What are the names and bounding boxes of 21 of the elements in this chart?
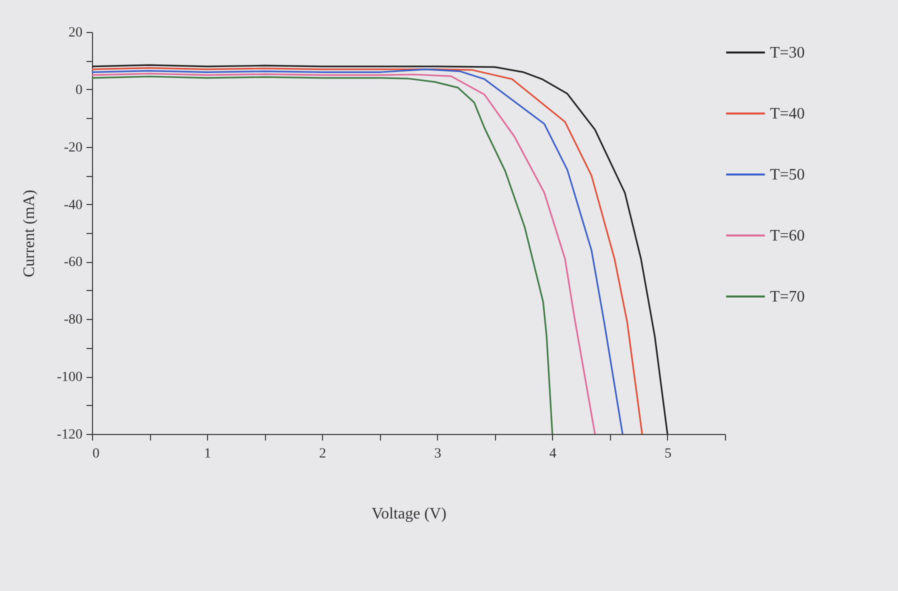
x-axis-title: Voltage (V) [372,506,446,522]
y-tick-label: -100 [56,370,82,386]
y-tick-label: -60 [64,255,82,270]
x-tick-label: 0 [92,446,100,462]
legend-label: T=60 [770,228,805,244]
legend-label: T=70 [770,288,805,306]
x-tick-label: 5 [664,446,672,462]
y-tick-label: -40 [64,198,82,213]
legend-label: T=40 [770,106,805,122]
x-tick-label: 3 [434,446,442,462]
y-axis-title: Current (mA) [20,190,38,278]
y-tick-label: -120 [56,428,82,442]
legend-label: T=50 [770,166,805,184]
legend-label: T=30 [770,44,805,62]
y-tick-label: -80 [64,312,82,328]
y-tick-label: -20 [64,140,82,156]
y-tick-label: 20 [68,26,82,40]
x-tick-label: 4 [549,446,556,462]
x-tick-label: 1 [204,446,212,462]
y-tick-label: 0 [76,82,82,98]
x-tick-label: 2 [319,446,326,462]
